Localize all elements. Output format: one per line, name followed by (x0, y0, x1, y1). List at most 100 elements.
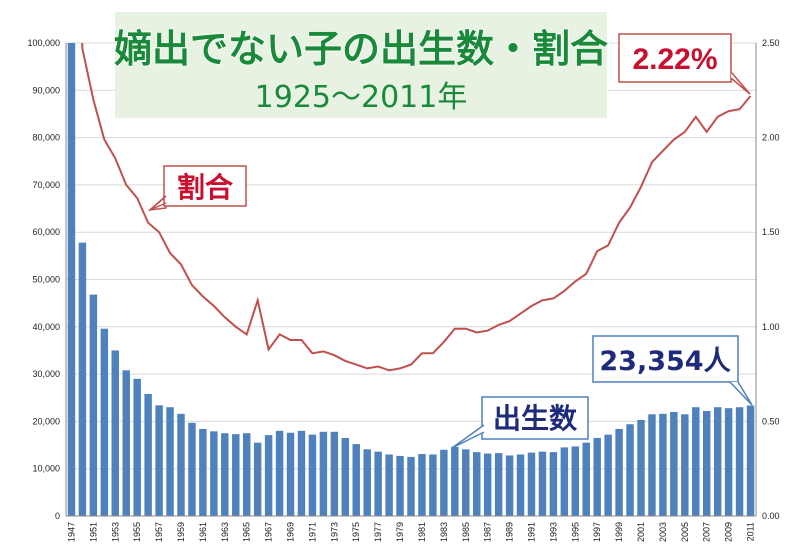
bar-1951 (89, 294, 98, 516)
bar-1965 (242, 433, 251, 516)
line-series (81, 43, 752, 372)
x-tick-labels: 1947 1951 1953 1955 1957 1959 1961 1963 1965 1967… (66, 522, 755, 542)
y-right-tick-labels: 0.00 0.50 1.00 1.50 2.00 2.50 (762, 38, 780, 521)
bar-1978 (385, 454, 393, 516)
y-right-tick-label: 2.50 (762, 38, 780, 48)
x-tick-label: 2007 (702, 522, 712, 542)
bar-1956 (144, 393, 152, 516)
x-tick-label: 2001 (636, 522, 646, 542)
latest-count-label: 23,354人 (599, 346, 730, 377)
bar-1998 (604, 434, 612, 516)
y-left-tick-label: 70,000 (32, 180, 60, 190)
bar-1959 (177, 413, 185, 516)
y-left-tick-label: 10,000 (32, 464, 60, 474)
bar-1971 (308, 434, 317, 516)
bar-2002 (648, 414, 656, 516)
bar-1984 (451, 446, 459, 516)
bar-1982 (429, 454, 437, 516)
x-tick-label: 1999 (614, 522, 624, 542)
bar-1969 (286, 432, 295, 516)
rate-line (81, 43, 752, 372)
x-tick-label: 1963 (220, 522, 230, 542)
y-right-tick-label: 0.00 (762, 511, 780, 521)
latest-rate-label: 2.22% (632, 43, 717, 76)
bar-1950 (78, 242, 87, 516)
bar-2008 (713, 407, 722, 516)
x-tick-label: 1975 (351, 522, 361, 542)
y-left-tick-label: 30,000 (32, 369, 60, 379)
y-right-tick-label: 0.50 (762, 416, 780, 426)
bar-1996 (582, 442, 590, 516)
x-tick-label: 1971 (307, 522, 317, 542)
x-tick-label: 1987 (483, 522, 493, 542)
bar-1975 (352, 444, 360, 516)
bar-1947 (67, 43, 76, 516)
bar-2009 (724, 408, 733, 516)
bar-2010 (735, 407, 744, 516)
x-tick-label: 1965 (242, 522, 252, 542)
chart-subtitle: 1925～2011年 (255, 80, 468, 115)
x-tick-label: 1979 (395, 522, 405, 542)
x-tick-label: 1989 (505, 522, 515, 542)
bar-2011 (746, 405, 755, 516)
bar-1962 (210, 431, 218, 516)
bar-1981 (418, 454, 426, 516)
bar-1986 (472, 452, 481, 516)
rate-label: 割合 (177, 171, 234, 204)
bar-1979 (396, 455, 404, 516)
bar-2007 (702, 410, 711, 516)
bar-2006 (692, 407, 700, 516)
y-left-tick-labels: 0 10,000 20,000 30,000 40,000 50,000 60,000 70,… (27, 38, 60, 521)
bar-1966 (253, 442, 262, 516)
x-tick-label: 1981 (417, 522, 427, 542)
x-tick-label: 1955 (132, 522, 142, 542)
y-right-tick-label: 2.00 (762, 133, 780, 143)
bar-1987 (483, 453, 492, 516)
title-box (115, 12, 607, 118)
x-tick-label: 1953 (110, 522, 120, 542)
bar-1958 (166, 407, 174, 516)
bar-1954 (122, 370, 130, 516)
bar-1999 (615, 428, 623, 516)
bar-1994 (560, 447, 569, 516)
y-right-tick-label: 1.00 (762, 322, 780, 332)
latest-rate-callout: 2.22% (618, 33, 751, 95)
rate-callout: 割合 (147, 165, 247, 212)
bar-1961 (199, 428, 207, 516)
bar-1991 (527, 452, 536, 516)
y-left-tick-label: 90,000 (32, 85, 60, 95)
bar-2001 (637, 419, 645, 516)
x-tick-label: 1997 (592, 522, 602, 542)
y-left-tick-label: 60,000 (32, 227, 60, 237)
x-tick-label: 1959 (176, 522, 186, 542)
bar-1957 (155, 405, 163, 516)
y-right-tick-label: 1.50 (762, 227, 780, 237)
bar-1977 (374, 451, 382, 516)
bar-1995 (571, 446, 580, 516)
bar-1953 (111, 350, 120, 516)
bar-1988 (494, 453, 503, 516)
y-left-tick-label: 100,000 (27, 38, 60, 48)
x-tick-label: 2003 (658, 522, 668, 542)
y-left-tick-label: 0 (55, 511, 60, 521)
y-left-tick-label: 50,000 (32, 275, 60, 285)
x-tick-label: 2009 (724, 522, 734, 542)
count-label: 出生数 (493, 402, 578, 435)
x-tick-label: 1977 (373, 522, 383, 542)
x-tick-label: 2005 (680, 522, 690, 542)
bar-1983 (440, 449, 448, 516)
bar-1952 (100, 328, 109, 516)
bar-2004 (670, 411, 678, 516)
bar-2003 (659, 413, 667, 516)
x-tick-label: 1995 (570, 522, 580, 542)
x-tick-label: 1983 (439, 522, 449, 542)
bar-1955 (133, 378, 141, 516)
bar-1992 (538, 451, 547, 516)
bar-series (67, 43, 755, 516)
x-tick-label: 1961 (198, 522, 208, 542)
bar-1970 (297, 430, 306, 516)
chart-title: 嫡出でない子の出生数・割合 (114, 27, 608, 71)
x-tick-label: 1993 (548, 522, 558, 542)
x-tick-label: 1967 (264, 522, 274, 542)
